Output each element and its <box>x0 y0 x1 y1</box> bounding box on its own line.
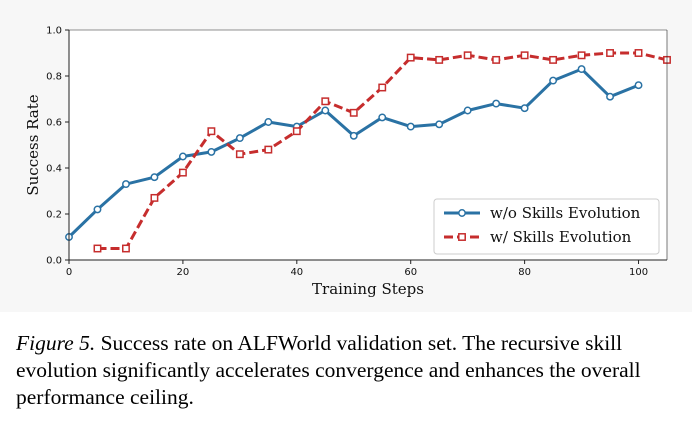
series-2-point <box>150 193 159 202</box>
series-2-point <box>520 51 529 60</box>
series-2-point <box>549 55 558 64</box>
legend-marker-1 <box>458 209 466 217</box>
legend-label-2: w/ Skills Evolution <box>490 228 632 246</box>
series-1-point <box>577 65 586 74</box>
x-tick-label: 40 <box>290 267 303 278</box>
y-tick-label: 0.0 <box>46 256 62 267</box>
x-tick-label: 60 <box>404 267 417 278</box>
y-tick-label: 0.2 <box>46 210 62 221</box>
series-2-point <box>321 97 330 106</box>
x-axis-label: Training Steps <box>312 280 424 298</box>
caption-lead: Figure 5. <box>16 331 96 355</box>
legend-marker-2 <box>458 233 466 241</box>
series-2-point <box>492 55 501 64</box>
legend-label-1: w/o Skills Evolution <box>490 204 641 222</box>
series-2-point <box>292 127 301 136</box>
series-2-point <box>349 108 358 117</box>
figure-caption: Figure 5. Success rate on ALFWorld valid… <box>16 330 680 411</box>
series-1-point <box>207 147 216 156</box>
series-1-point <box>463 106 472 115</box>
series-1-point <box>235 134 244 143</box>
chart-panel: 0 20 40 60 80 100 0.0 0.2 0.4 0.6 0.8 1.0 Training S… <box>24 25 671 298</box>
series-2-point <box>207 127 216 136</box>
series-2-point <box>577 51 586 60</box>
series-1-point <box>492 99 501 108</box>
series-1-point <box>122 180 130 189</box>
series-1-point <box>606 92 614 101</box>
series-1-point <box>406 122 415 131</box>
series-1-point <box>378 113 387 122</box>
series-1-point <box>178 152 187 161</box>
x-tick-label: 100 <box>629 267 648 278</box>
y-tick-label: 0.4 <box>46 164 62 175</box>
series-2-point <box>634 49 643 57</box>
y-tick-label: 0.8 <box>46 72 62 83</box>
series-2-point <box>378 83 387 92</box>
series-1-point <box>264 118 273 126</box>
series-1-point <box>349 131 358 140</box>
series-2-point <box>435 55 444 64</box>
series-2-point <box>235 150 244 159</box>
series-1-point <box>321 106 330 115</box>
y-tick-label: 1.0 <box>46 26 62 37</box>
series-1-point <box>634 81 643 90</box>
series-2-point <box>122 244 130 253</box>
x-tick-label: 20 <box>177 267 190 278</box>
y-axis-label: Success Rate <box>24 94 42 195</box>
series-2-point <box>606 49 614 57</box>
x-tick-label: 80 <box>518 267 531 278</box>
caption-text: Success rate on ALFWorld validation set.… <box>16 331 641 409</box>
legend-box <box>433 198 660 255</box>
series-1-point <box>549 76 558 85</box>
series-2-point <box>264 145 273 154</box>
series-2-point <box>406 53 415 62</box>
x-tick-label: 0 <box>66 267 72 278</box>
series-1-point <box>435 120 444 129</box>
y-tick-label: 0.6 <box>46 118 62 129</box>
series-1-point <box>93 205 102 214</box>
line-chart: 0 20 40 60 80 100 0.0 0.2 0.4 0.6 0.8 1.0 Training S… <box>24 26 671 298</box>
series-2-point <box>463 51 472 60</box>
series-1-point <box>520 104 529 113</box>
series-2-point <box>178 168 187 177</box>
series-2-point <box>93 244 102 253</box>
series-1-point <box>150 173 159 182</box>
